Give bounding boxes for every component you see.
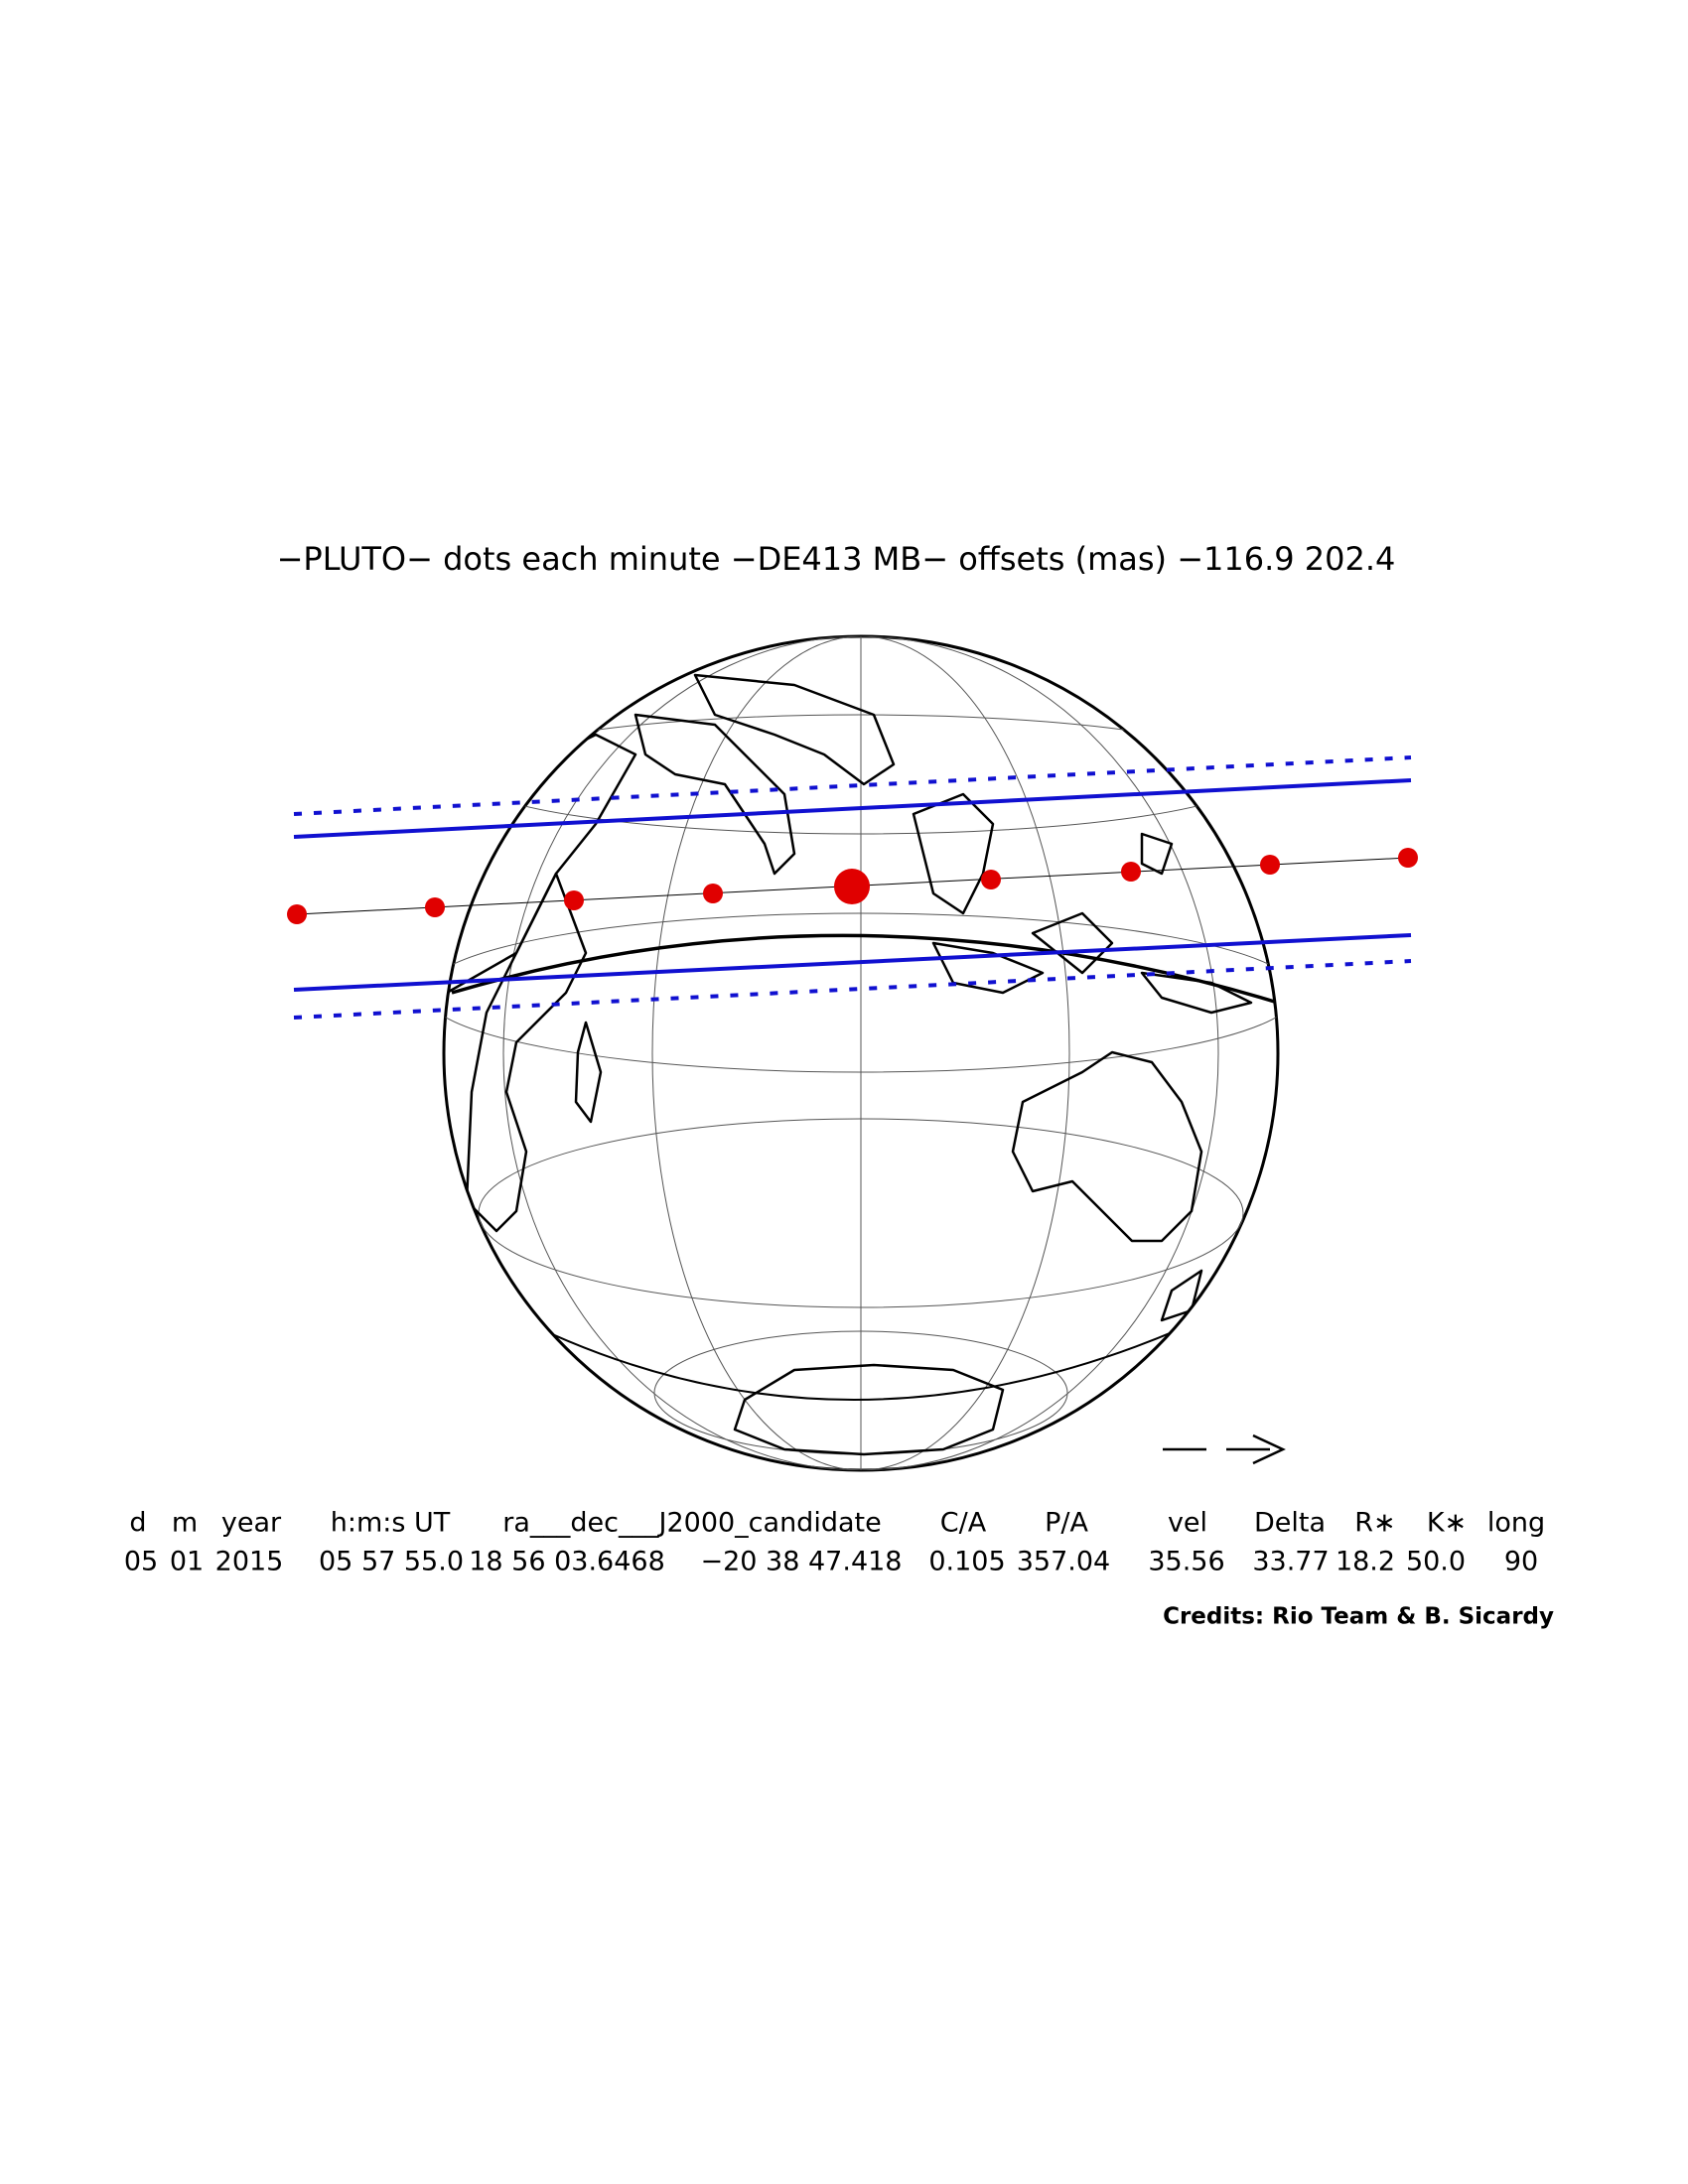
minute-dots [287,848,1418,924]
table-value: 18 56 03.6468 [469,1547,665,1577]
table-header: K∗ [1427,1508,1467,1539]
table-header: d [129,1508,146,1539]
direction-arrow [1163,1433,1286,1465]
table-value: 35.56 [1148,1547,1224,1577]
table-value: 05 57 55.0 [319,1547,464,1577]
table-header: long [1487,1508,1545,1539]
table-value: 05 [124,1547,158,1577]
table-header: m [172,1508,198,1539]
table-value: 90 [1504,1547,1538,1577]
table-value: 18.2 [1336,1547,1395,1577]
table-header: Delta [1254,1508,1326,1539]
title: −PLUTO− dots each minute −DE413 MB− offs… [277,540,1396,578]
credits: Credits: Rio Team & B. Sicardy [1163,1604,1554,1630]
table-value: 33.77 [1252,1547,1329,1577]
table-value: −20 38 47.418 [701,1547,903,1577]
table-header: year [221,1508,282,1539]
table-value: 50.0 [1406,1547,1466,1577]
table-header: R∗ [1354,1508,1395,1539]
table-value: 357.04 [1017,1547,1110,1577]
table-header: P/A [1045,1508,1088,1539]
table-value: 2015 [215,1547,284,1577]
table-value: 01 [170,1547,204,1577]
table-value: 0.105 [928,1547,1005,1577]
parameter-table: d m year h:m:s UT ra___dec___J2000_candidate… [124,1508,1545,1577]
table-header: h:m:s UT [331,1508,451,1539]
table-header: C/A [940,1508,987,1539]
globe [442,634,1280,1472]
table-header: vel [1168,1508,1207,1539]
table-header: ra___dec___J2000_candidate [502,1508,881,1539]
